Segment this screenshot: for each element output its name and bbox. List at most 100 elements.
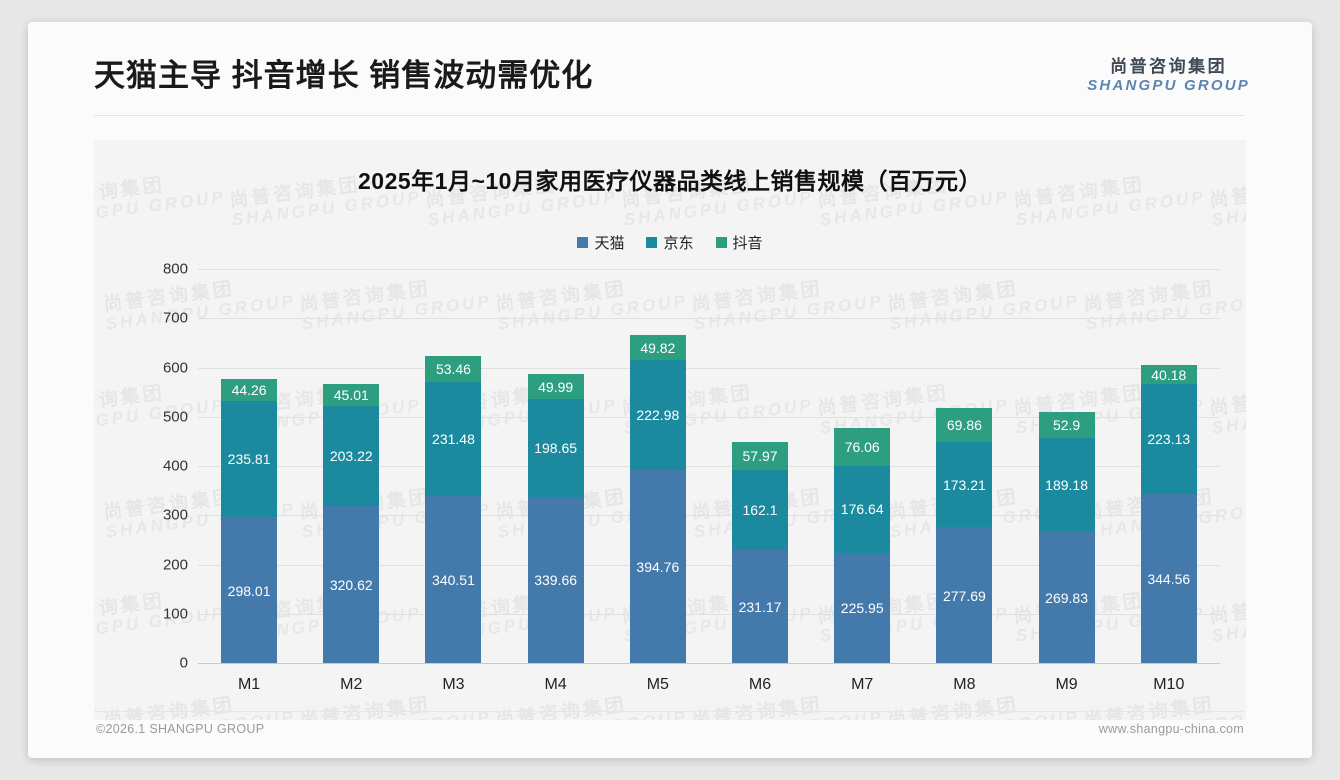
bar-value-label: 69.86 (946, 416, 982, 433)
gridline: 200 (163, 556, 1220, 573)
bar-segment-天猫[interactable]: 231.17 (732, 550, 789, 664)
legend-item-2[interactable]: 抖音 (715, 232, 763, 253)
gridline: 600 (163, 359, 1220, 376)
bar-value-label: 49.99 (538, 378, 574, 395)
gridline: 400 (163, 458, 1220, 475)
bar-segment-京东[interactable]: 198.65 (527, 398, 584, 497)
y-axis-tick-label: 400 (162, 457, 188, 475)
bar-value-label: 76.06 (844, 439, 880, 456)
bar-segment-京东[interactable]: 235.81 (221, 401, 278, 518)
x-axis-tick-label: M9 (1055, 676, 1078, 693)
bar-segment-天猫[interactable]: 339.66 (527, 496, 584, 664)
x-axis-tick-label: M8 (953, 676, 976, 693)
bar-segment-抖音[interactable]: 52.9 (1038, 411, 1095, 438)
bar-segment-京东[interactable]: 189.18 (1038, 437, 1095, 532)
gridline: 800 (163, 261, 1220, 278)
chart-container: 尚普咨询集团 SHANGPU GROUP 尚普咨询集团 SHANGPU GROUP 尚普… (94, 140, 1246, 720)
x-axis-tick-label: M4 (544, 676, 567, 693)
bar-segment-京东[interactable]: 173.21 (936, 441, 993, 528)
x-axis-tick-label: M1 (237, 676, 261, 693)
chart-legend: 天猫 京东 抖音 (94, 232, 1246, 253)
bar-segment-抖音[interactable]: 49.82 (629, 335, 686, 360)
gridline: 500 (163, 408, 1220, 425)
legend-swatch-icon (646, 237, 658, 248)
bar-value-label: 57.97 (742, 448, 778, 465)
logo-chinese-text: 尚普咨询集团 (1110, 57, 1228, 76)
x-axis-tick-label: M3 (442, 676, 465, 693)
slide-header: 天猫主导 抖音增长 销售波动需优化 尚普咨询集团 SHANGPU GROUP (28, 22, 1312, 118)
legend-label: 天猫 (594, 235, 625, 252)
bar-value-label: 40.18 (1151, 366, 1187, 383)
bar-segment-抖音[interactable]: 57.97 (732, 441, 789, 471)
footer-website[interactable]: www.shangpu-china.com (1098, 722, 1244, 736)
legend-item-1[interactable]: 京东 (646, 232, 694, 253)
bar-segment-抖音[interactable]: 53.46 (425, 355, 482, 383)
bar-column[interactable]: 40.18 223.13 344.56 (1123, 270, 1215, 664)
bar-column[interactable]: 49.99 198.65 339.66 (510, 270, 602, 664)
footer-divider (94, 711, 1244, 712)
bar-column[interactable]: 57.97 162.1 231.17 (714, 270, 806, 664)
bar-column[interactable]: 53.46 231.48 340.51 (407, 270, 499, 664)
x-axis-tick-label: M2 (340, 676, 363, 693)
bar-value-label: 189.18 (1045, 476, 1088, 493)
plot-area: 0 100 200 300 400 500 600 700 800 44.26 235.81 298… (163, 261, 1220, 672)
bar-segment-天猫[interactable]: 277.69 (936, 527, 993, 664)
bar-value-label: 44.26 (231, 382, 267, 399)
bar-value-label: 198.65 (534, 439, 578, 456)
bar-value-label: 231.48 (432, 431, 475, 448)
bar-value-label: 53.46 (435, 361, 471, 378)
legend-label: 京东 (663, 235, 694, 252)
bar-column[interactable]: 52.9 189.18 269.83 (1021, 270, 1113, 664)
legend-swatch-icon (715, 237, 727, 248)
bar-column[interactable]: 76.06 176.64 225.95 (816, 270, 908, 664)
bar-segment-天猫[interactable]: 225.95 (834, 552, 891, 664)
bar-value-label: 49.82 (640, 339, 676, 356)
bar-column[interactable]: 49.82 222.98 394.76 (612, 270, 704, 664)
bar-segment-京东[interactable]: 203.22 (323, 406, 380, 507)
bar-value-label: 225.95 (840, 600, 884, 617)
bar-segment-京东[interactable]: 222.98 (629, 359, 686, 470)
bar-column[interactable]: 69.86 173.21 277.69 (918, 270, 1010, 664)
bar-group: 44.26 235.81 298.01 45.01 203.22 320.62 53.46 2… (198, 270, 1220, 664)
bar-value-label: 203.22 (329, 448, 373, 465)
bar-segment-天猫[interactable]: 394.76 (629, 469, 686, 664)
bar-segment-抖音[interactable]: 45.01 (323, 383, 380, 407)
legend-item-0[interactable]: 天猫 (577, 232, 624, 253)
bar-column[interactable]: 45.01 203.22 320.62 (305, 270, 397, 664)
bar-segment-京东[interactable]: 176.64 (834, 465, 891, 553)
bar-segment-天猫[interactable]: 340.51 (425, 496, 482, 664)
bar-value-label: 340.51 (432, 572, 475, 589)
bar-segment-天猫[interactable]: 298.01 (221, 517, 278, 664)
bar-segment-天猫[interactable]: 344.56 (1140, 494, 1197, 664)
chart-title: 2025年1月~10月家用医疗仪器品类线上销售规模（百万元） (358, 168, 982, 194)
x-axis-line (198, 663, 1220, 664)
bar-value-label: 45.01 (333, 386, 369, 403)
slide: 天猫主导 抖音增长 销售波动需优化 尚普咨询集团 SHANGPU GROUP 尚… (28, 22, 1312, 758)
bar-value-label: 176.64 (840, 501, 884, 518)
bar-value-label: 344.56 (1147, 571, 1191, 588)
gridline: 300 (163, 507, 1220, 524)
bar-segment-天猫[interactable]: 269.83 (1038, 531, 1095, 664)
bar-segment-抖音[interactable]: 69.86 (936, 407, 993, 442)
bar-segment-京东[interactable]: 223.13 (1140, 384, 1197, 495)
footer-copyright: ©2026.1 SHANGPU GROUP (96, 722, 265, 736)
y-axis-tick-label: 700 (162, 309, 188, 327)
bar-value-label: 320.62 (329, 577, 373, 594)
bar-segment-抖音[interactable]: 40.18 (1140, 364, 1197, 385)
x-axis-tick-label: M6 (748, 676, 772, 693)
bar-value-label: 223.13 (1147, 431, 1191, 448)
bar-value-label: 298.01 (227, 582, 271, 599)
bar-value-label: 277.69 (942, 587, 986, 604)
bar-segment-天猫[interactable]: 320.62 (323, 506, 380, 664)
y-axis-tick-label: 300 (162, 506, 188, 524)
gridline: 700 (163, 310, 1220, 327)
bar-segment-抖音[interactable]: 49.99 (527, 374, 584, 399)
bar-segment-京东[interactable]: 162.1 (732, 470, 789, 551)
bar-column[interactable]: 44.26 235.81 298.01 (203, 270, 295, 664)
legend-label: 抖音 (732, 235, 763, 252)
bar-segment-抖音[interactable]: 76.06 (834, 428, 891, 466)
bar-segment-京东[interactable]: 231.48 (425, 382, 482, 497)
bar-value-label: 269.83 (1045, 589, 1088, 606)
bar-segment-抖音[interactable]: 44.26 (221, 379, 278, 402)
bar-value-label: 394.76 (636, 558, 680, 575)
